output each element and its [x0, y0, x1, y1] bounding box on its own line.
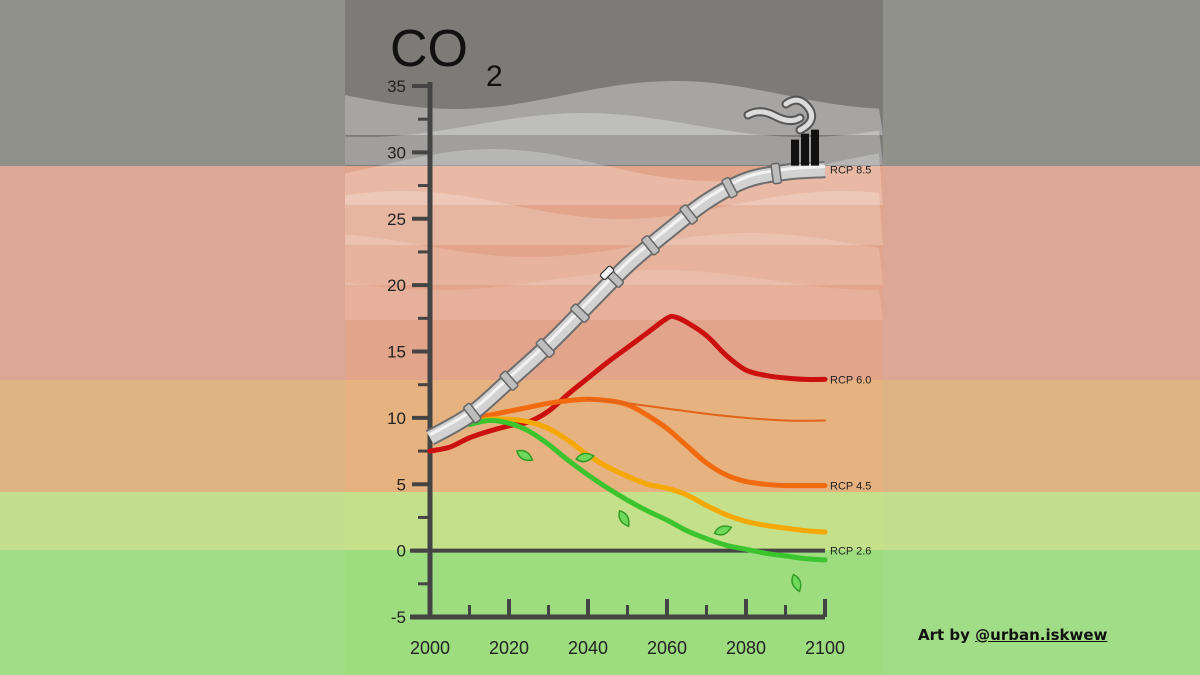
x-tick-label: 2040	[568, 638, 608, 658]
x-tick-label: 2020	[489, 638, 529, 658]
series-line-f5a800-line	[467, 416, 828, 535]
series-label-rcp-2-6: RCP 2.6	[830, 546, 871, 558]
series-rcp-8-5-line	[426, 163, 826, 444]
series-rcp-4-5-line	[467, 396, 828, 489]
factory-chimney-icon	[791, 139, 799, 166]
leaf-icon	[791, 573, 802, 593]
panel-band-3	[345, 492, 883, 550]
smoke-wave	[345, 270, 883, 320]
chart-title: CO	[390, 20, 468, 78]
pipe-joint	[535, 337, 556, 358]
chart-series	[425, 161, 828, 563]
series-rcp-6-0-line	[427, 313, 828, 454]
panel-band-2	[345, 380, 883, 492]
credit-handle-link[interactable]: @urban.iskwew	[975, 626, 1108, 644]
smoke-puff-icon	[783, 97, 815, 133]
pipe-joint	[499, 370, 519, 391]
series-label-rcp-6-0: RCP 6.0	[830, 374, 871, 386]
chart-title-subscript: 2	[486, 60, 503, 93]
pipe-joint	[641, 235, 660, 256]
y-tick-label: 30	[387, 143, 406, 162]
y-tick-label: 0	[397, 542, 406, 561]
leaf-icon	[713, 525, 733, 536]
panel-band-4	[345, 550, 883, 675]
series-label-rcp-4-5: RCP 4.5	[830, 481, 871, 493]
smoke-wave	[345, 233, 883, 285]
x-tick-label: 2060	[647, 638, 687, 658]
series-rcp-2-6-line	[467, 417, 828, 563]
smoke-wave	[345, 81, 883, 135]
credit-prefix: Art by	[918, 626, 976, 644]
leaf-icon	[516, 449, 534, 462]
car-icon	[599, 265, 615, 281]
pipe-joint	[463, 402, 482, 424]
series-line-e0631a-line	[587, 398, 826, 422]
leaf-icon	[575, 452, 595, 463]
y-tick-label: 15	[387, 343, 406, 362]
chart-labels: RCP 8.5 RCP 6.0 RCP 4.5 RCP 2.6	[830, 165, 871, 558]
y-tick-label: 20	[387, 276, 406, 295]
y-tick-label: 5	[397, 475, 406, 494]
pipe-joint	[770, 162, 783, 185]
y-tick-label: 35	[387, 77, 406, 96]
smoke-puff-icon	[745, 109, 803, 124]
series-rcp-8-5-highlight	[429, 165, 826, 437]
smoke-wave	[345, 149, 883, 205]
y-tick-label: 25	[387, 210, 406, 229]
x-tick-label: 2080	[726, 638, 766, 658]
series-label-rcp-8-5: RCP 8.5	[830, 165, 871, 177]
y-tick-label: 10	[387, 409, 406, 428]
pipe-joint	[570, 303, 590, 323]
leaf-icon	[618, 509, 630, 528]
chart-decorations	[463, 95, 819, 593]
factory-chimney-icon	[811, 129, 819, 166]
pipe-joint	[721, 176, 738, 199]
smoke-wave	[345, 191, 883, 245]
y-tick-label: -5	[391, 608, 406, 627]
x-tick-label: 2000	[410, 638, 450, 658]
x-tick-label: 2100	[805, 638, 845, 658]
smoke-wave	[345, 113, 883, 165]
chart-panel	[345, 0, 883, 675]
smoke-clouds	[345, 81, 883, 320]
pipe-joint	[679, 204, 698, 225]
artist-credit: Art by @urban.iskwew	[918, 626, 1107, 644]
factory-chimney-icon	[801, 133, 809, 166]
panel-band-0	[345, 0, 883, 166]
